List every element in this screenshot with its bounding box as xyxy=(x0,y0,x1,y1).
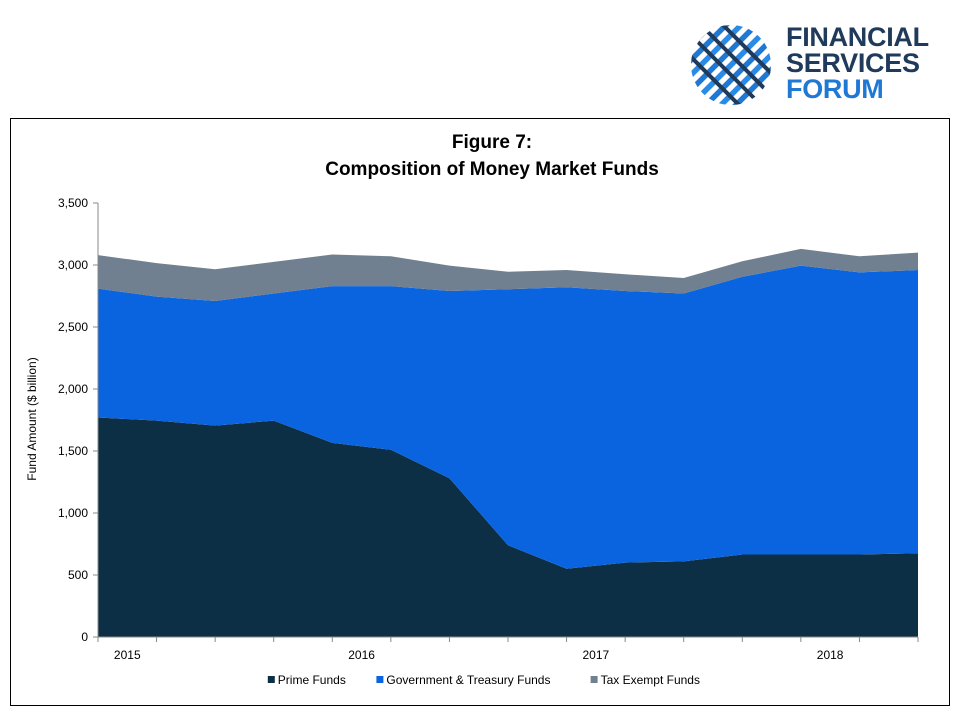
financial-services-forum-logo: FINANCIAL SERVICES FORUM xyxy=(686,20,946,110)
y-tick-label: 2,000 xyxy=(58,382,88,396)
area-government-treasury-funds xyxy=(98,265,918,569)
y-tick-label: 500 xyxy=(68,568,88,582)
y-tick-label: 2,500 xyxy=(58,320,88,334)
legend: Prime Funds Government & Treasury Funds Ta… xyxy=(267,673,700,687)
x-tick-label: 2018 xyxy=(817,648,844,662)
y-tick-label: 3,500 xyxy=(58,196,88,210)
area-prime-funds xyxy=(98,417,918,637)
logo-text-forum: FORUM xyxy=(786,74,884,104)
legend-label: Tax Exempt Funds xyxy=(601,673,700,687)
globe-logo-icon xyxy=(691,25,771,105)
y-axis-label: Fund Amount ($ billion) xyxy=(25,357,39,480)
area-series-group xyxy=(98,248,918,637)
area-tax-exempt-funds xyxy=(98,248,918,301)
y-tick-label: 1,000 xyxy=(58,506,88,520)
y-tick-label: 3,000 xyxy=(58,258,88,272)
chart-subtitle: Composition of Money Market Funds xyxy=(325,159,659,180)
legend-swatch xyxy=(590,676,598,683)
legend-label: Government & Treasury Funds xyxy=(386,673,550,687)
legend-swatch xyxy=(376,676,384,683)
y-tick-label: 1,500 xyxy=(58,444,88,458)
chart-frame: Figure 7: Composition of Money Market Fu… xyxy=(10,118,950,706)
money-market-funds-chart: Figure 7: Composition of Money Market Fu… xyxy=(25,132,919,687)
x-tick-label: 2015 xyxy=(114,648,141,662)
axes-group: 0 500 1,000 1,500 2,000 2,500 3,000 3,500 2015 20… xyxy=(58,196,919,662)
logo-text-services: SERVICES xyxy=(786,48,920,78)
logo-text-financial: FINANCIAL xyxy=(786,22,929,52)
chart-title: Figure 7: xyxy=(452,132,532,153)
legend-swatch xyxy=(267,676,275,683)
legend-label: Prime Funds xyxy=(278,673,346,687)
y-tick-label: 0 xyxy=(81,630,88,644)
x-tick-label: 2017 xyxy=(583,648,610,662)
x-tick-label: 2016 xyxy=(348,648,375,662)
